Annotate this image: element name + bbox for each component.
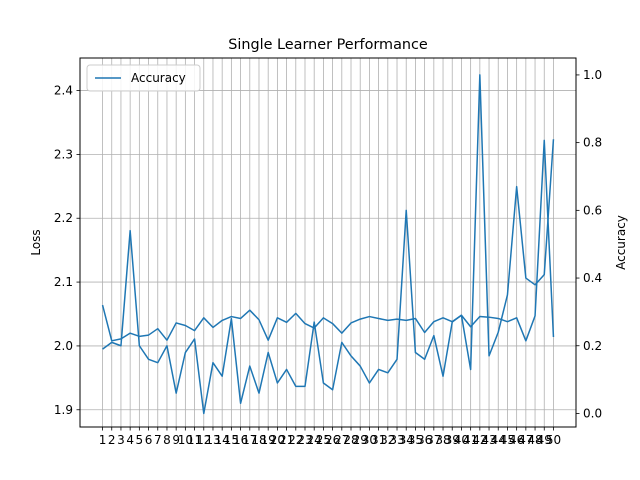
x-tick-label: 20 — [270, 433, 285, 447]
x-axis: 1 2 3 4 5 6 7 8 91011121314151617181920212223242… — [99, 427, 561, 447]
x-tick-label: 49 — [537, 433, 552, 447]
x-tick-label: 23 — [297, 433, 312, 447]
x-tick-label: 13 — [205, 433, 220, 447]
x-tick-label: 3 — [117, 433, 125, 447]
x-tick-label: 31 — [371, 433, 386, 447]
y-left-tick-label: 2.4 — [54, 84, 73, 98]
x-tick-label: 47 — [518, 433, 533, 447]
y-axis-right-label: Accuracy — [614, 215, 628, 270]
x-tick-label: 30 — [362, 433, 377, 447]
x-tick-label: 9 — [172, 433, 180, 447]
x-tick-label: 7 — [154, 433, 162, 447]
x-tick-label: 27 — [334, 433, 349, 447]
grid — [80, 58, 576, 427]
x-tick-label: 37 — [426, 433, 441, 447]
x-tick-label: 2 — [108, 433, 116, 447]
legend: Accuracy — [86, 64, 201, 92]
x-tick-label: 19 — [261, 433, 276, 447]
y-left-tick-label: 2.0 — [54, 339, 73, 353]
x-tick-label: 41 — [463, 433, 478, 447]
x-tick-label: 22 — [288, 433, 303, 447]
y-left-tick-label: 2.2 — [54, 211, 73, 225]
y-left-tick-label: 2.3 — [54, 147, 73, 161]
y-right-tick-label: 0.2 — [583, 339, 602, 353]
y-left-tick-label: 1.9 — [54, 403, 73, 417]
x-tick-label: 14 — [215, 433, 230, 447]
x-tick-label: 16 — [233, 433, 248, 447]
y-axis-left: 1.9 2.0 2.1 2.2 2.3 2.4 — [54, 84, 80, 417]
x-tick-label: 29 — [353, 433, 368, 447]
x-tick-label: 15 — [224, 433, 239, 447]
y-right-tick-label: 0.6 — [583, 203, 602, 217]
x-tick-label: 12 — [196, 433, 211, 447]
x-tick-label: 25 — [316, 433, 331, 447]
x-tick-label: 38 — [435, 433, 450, 447]
x-tick-label: 32 — [380, 433, 395, 447]
x-tick-label: 42 — [472, 433, 487, 447]
y-left-tick-label: 2.1 — [54, 275, 73, 289]
y-axis-left-label: Loss — [29, 229, 43, 255]
y-right-tick-label: 0.8 — [583, 136, 602, 150]
series-line-right-axis — [102, 74, 555, 415]
x-tick-label: 24 — [307, 433, 322, 447]
x-tick-label: 5 — [136, 433, 144, 447]
x-tick-label: 45 — [500, 433, 515, 447]
x-tick-label: 39 — [445, 433, 460, 447]
x-tick-label: 17 — [242, 433, 257, 447]
legend-label: Accuracy — [131, 71, 186, 85]
y-axis-right: 0.0 0.2 0.4 0.6 0.8 1.0 — [576, 68, 602, 420]
plot-frame — [79, 57, 577, 428]
series-layer — [101, 74, 555, 415]
x-tick-label: 18 — [251, 433, 266, 447]
x-tick-label: 26 — [325, 433, 340, 447]
chart-title: Single Learner Performance — [228, 37, 428, 53]
legend-box — [86, 64, 201, 92]
x-tick-label: 1 — [99, 433, 107, 447]
x-tick-label: 44 — [491, 433, 506, 447]
x-tick-label: 8 — [163, 433, 171, 447]
x-tick-label: 50 — [546, 433, 561, 447]
x-tick-label: 6 — [145, 433, 153, 447]
x-tick-label: 48 — [527, 433, 542, 447]
y-right-tick-label: 0.0 — [583, 406, 602, 420]
series-line-accuracy — [101, 139, 555, 342]
x-tick-label: 35 — [408, 433, 423, 447]
x-tick-label: 21 — [279, 433, 294, 447]
y-right-tick-label: 0.4 — [583, 271, 602, 285]
x-tick-label: 33 — [389, 433, 404, 447]
x-tick-label: 36 — [417, 433, 432, 447]
x-tick-label: 40 — [454, 433, 469, 447]
x-tick-label: 46 — [509, 433, 524, 447]
x-tick-label: 28 — [343, 433, 358, 447]
y-right-tick-label: 1.0 — [583, 68, 602, 82]
x-tick-label: 34 — [399, 433, 414, 447]
x-tick-label: 43 — [481, 433, 496, 447]
x-tick-label: 4 — [126, 433, 134, 447]
x-tick-label: 10 — [178, 433, 193, 447]
x-tick-label: 11 — [187, 433, 202, 447]
